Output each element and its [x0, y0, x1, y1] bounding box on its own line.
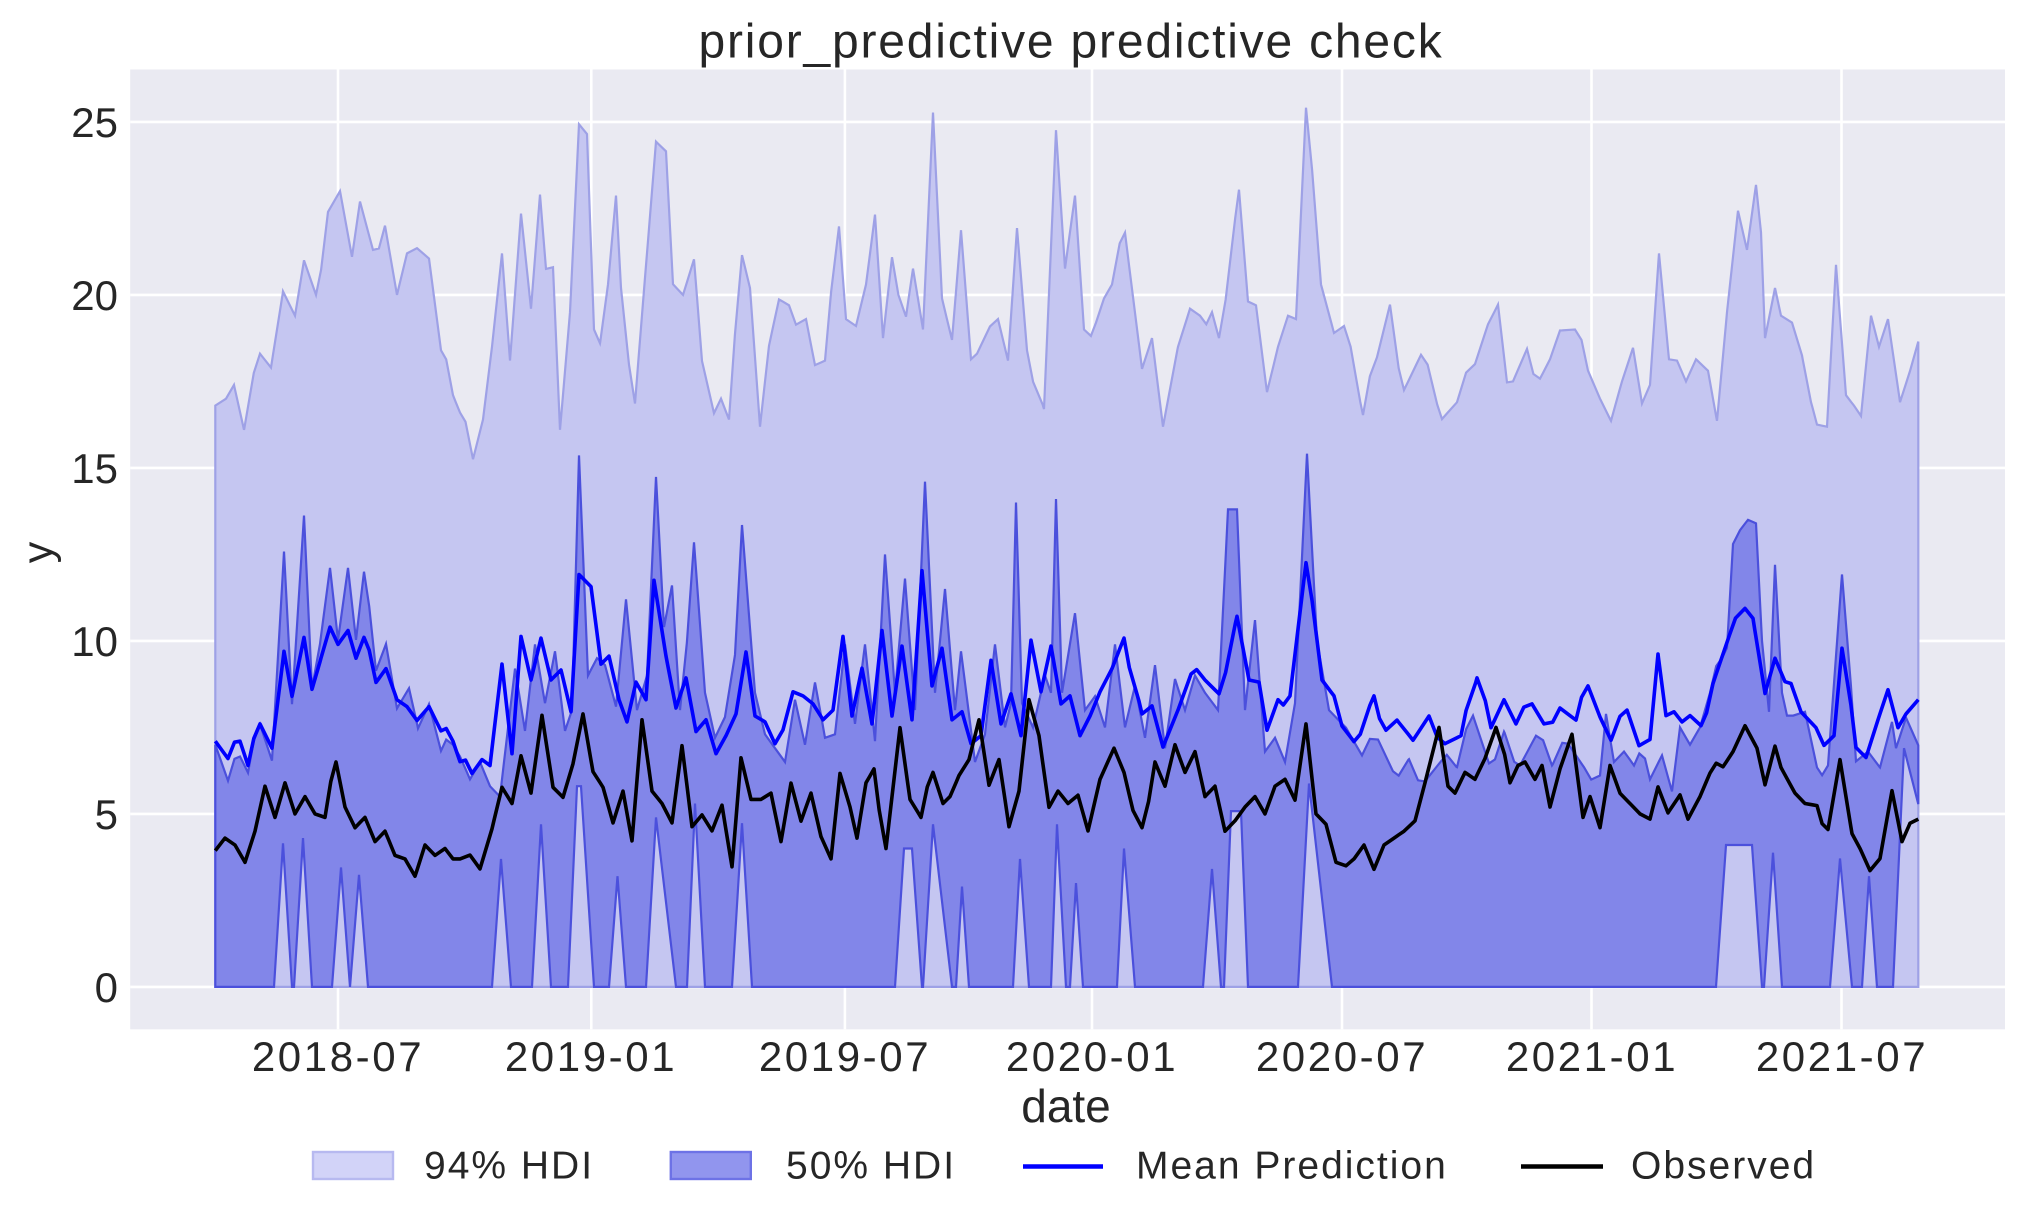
svg-text:2018-07: 2018-07 [252, 1033, 424, 1080]
svg-text:prior_predictive predictive ch: prior_predictive predictive check [698, 16, 1443, 69]
svg-text:2019-07: 2019-07 [759, 1033, 931, 1080]
svg-text:2020-07: 2020-07 [1256, 1033, 1428, 1080]
svg-text:5: 5 [95, 791, 118, 838]
svg-text:2019-01: 2019-01 [505, 1033, 677, 1080]
svg-text:date: date [1021, 1080, 1111, 1132]
svg-text:2021-07: 2021-07 [1756, 1033, 1928, 1080]
svg-text:20: 20 [71, 272, 118, 319]
svg-text:15: 15 [71, 445, 118, 492]
svg-text:50% HDI: 50% HDI [786, 1145, 956, 1188]
svg-text:2021-01: 2021-01 [1506, 1033, 1678, 1080]
svg-text:25: 25 [71, 99, 118, 146]
svg-text:10: 10 [71, 618, 118, 665]
svg-text:0: 0 [95, 964, 118, 1011]
svg-text:y: y [14, 541, 62, 563]
svg-text:2020-01: 2020-01 [1006, 1033, 1178, 1080]
svg-text:94% HDI: 94% HDI [424, 1145, 594, 1188]
svg-text:Observed: Observed [1631, 1145, 1816, 1188]
svg-text:Mean Prediction: Mean Prediction [1136, 1145, 1448, 1188]
